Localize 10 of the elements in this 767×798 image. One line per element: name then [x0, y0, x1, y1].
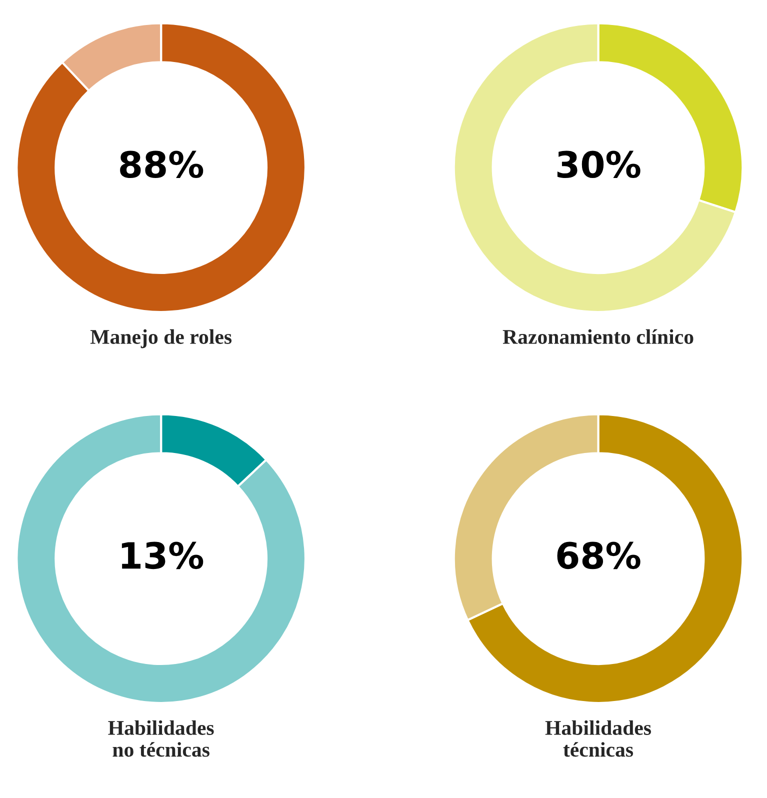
text: Habilidades técnicas — [545, 720, 652, 757]
text: Manejo de roles — [90, 329, 232, 348]
text: Habilidades no técnicas — [108, 720, 214, 757]
text: Razonamiento clínico — [502, 329, 694, 344]
donut-slice — [16, 22, 307, 314]
text: 88% — [120, 150, 204, 178]
text: 68% — [557, 542, 640, 570]
text: 13% — [122, 542, 204, 570]
text: 30% — [557, 150, 640, 178]
donut-slice — [16, 413, 306, 704]
